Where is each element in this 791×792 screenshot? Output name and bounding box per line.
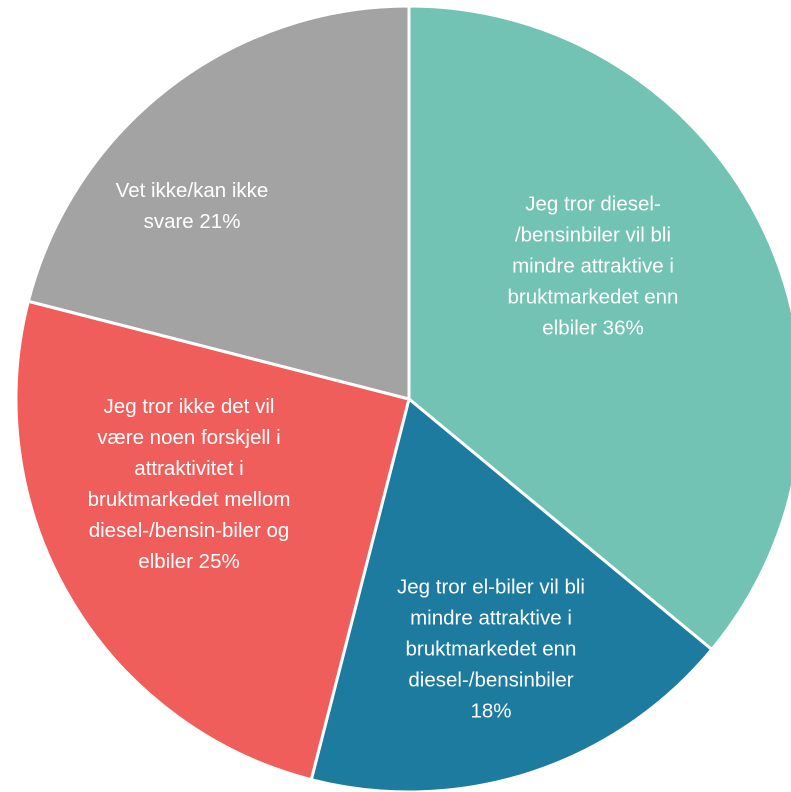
pie-slice-dont-know [26,4,411,401]
slice-label-line: være noen forskjell i [97,426,281,449]
slice-label-no-difference: Jeg tror ikke det vil være noen forskjell… [88,391,291,577]
slice-label-line: elbiler 36% [542,316,644,340]
pie-slice-no-difference [14,299,411,782]
slice-label-line: svare 21% [143,210,241,233]
slice-label-diesel-less-attractive: Jeg tror diesel- /bensinbiler vil bli mind… [508,189,679,344]
slice-label-line: bruktmarkedet enn [405,637,577,661]
slice-label-line: Vet ikke/kan ikke [115,179,269,202]
pie-slice-diesel-less-attractive [407,4,791,652]
slice-label-line: Jeg tror ikke det vil [103,395,275,418]
slice-label-line: diesel-/bensin-biler og [88,519,290,542]
slice-label-line: /bensinbiler vil bli [514,223,672,247]
slice-label-line: Jeg tror diesel- [525,192,661,216]
slice-label-dont-know: Vet ikke/kan ikke svare 21% [116,175,269,237]
slice-label-line: bruktmarkedet mellom [87,488,291,511]
slice-label-line: bruktmarkedet enn [507,285,679,309]
slice-label-line: Jeg tror el-biler vil bli [397,575,585,599]
slice-label-line: mindre attraktive i [512,254,674,278]
slice-label-line: attraktivitet i [134,457,244,480]
slice-label-line: elbiler 25% [138,550,240,573]
slice-label-line: 18% [470,699,512,723]
slice-label-line: mindre attraktive i [410,606,572,630]
pie-slice-ev-less-attractive [309,397,714,792]
slice-label-ev-less-attractive: Jeg tror el-biler vil bli mindre attrakti… [397,572,585,727]
slice-label-line: diesel-/bensinbiler [408,668,574,692]
